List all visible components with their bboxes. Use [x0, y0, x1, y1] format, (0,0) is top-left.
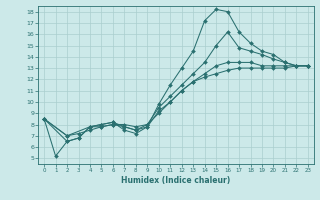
X-axis label: Humidex (Indice chaleur): Humidex (Indice chaleur)	[121, 176, 231, 185]
